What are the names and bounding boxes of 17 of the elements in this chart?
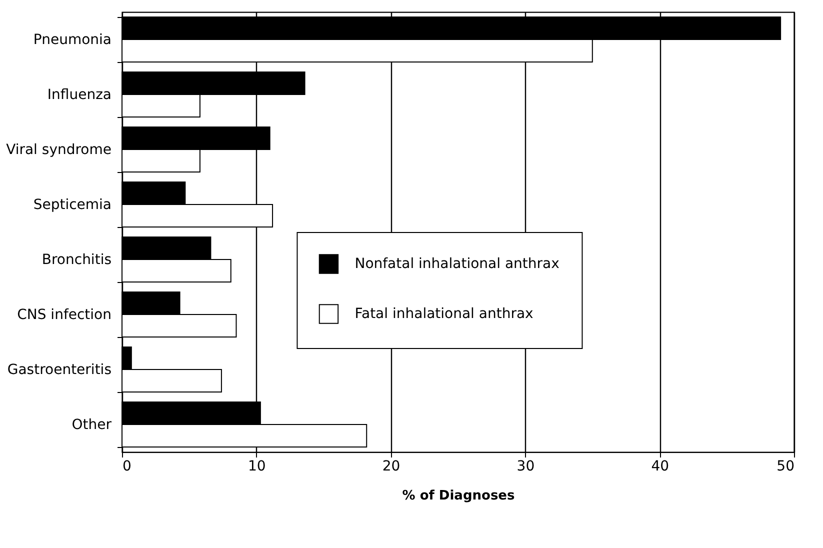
x-tick-label: 30 [516, 458, 535, 474]
legend-label: Nonfatal inhalational anthrax [354, 256, 560, 272]
x-axis-title: % of Diagnoses [402, 488, 515, 504]
x-tick-label: 40 [651, 458, 670, 474]
y-tick-label: Gastroenteritis [7, 362, 112, 378]
x-tick-label: 20 [382, 458, 400, 474]
y-tick-label: Influenza [47, 87, 112, 103]
y-tick-label: Pneumonia [33, 32, 112, 48]
x-tick-label: 10 [248, 458, 266, 474]
y-tick-label: Other [72, 417, 112, 433]
x-tick-label: 50 [776, 458, 794, 474]
y-tick-label: CNS infection [17, 307, 112, 323]
y-tick-label: Viral syndrome [6, 142, 112, 158]
y-tick-label: Septicemia [33, 197, 112, 213]
y-tick-label: Bronchitis [42, 252, 112, 268]
legend-label: Fatal inhalational anthrax [354, 306, 534, 322]
x-tick-label: 0 [122, 458, 132, 474]
